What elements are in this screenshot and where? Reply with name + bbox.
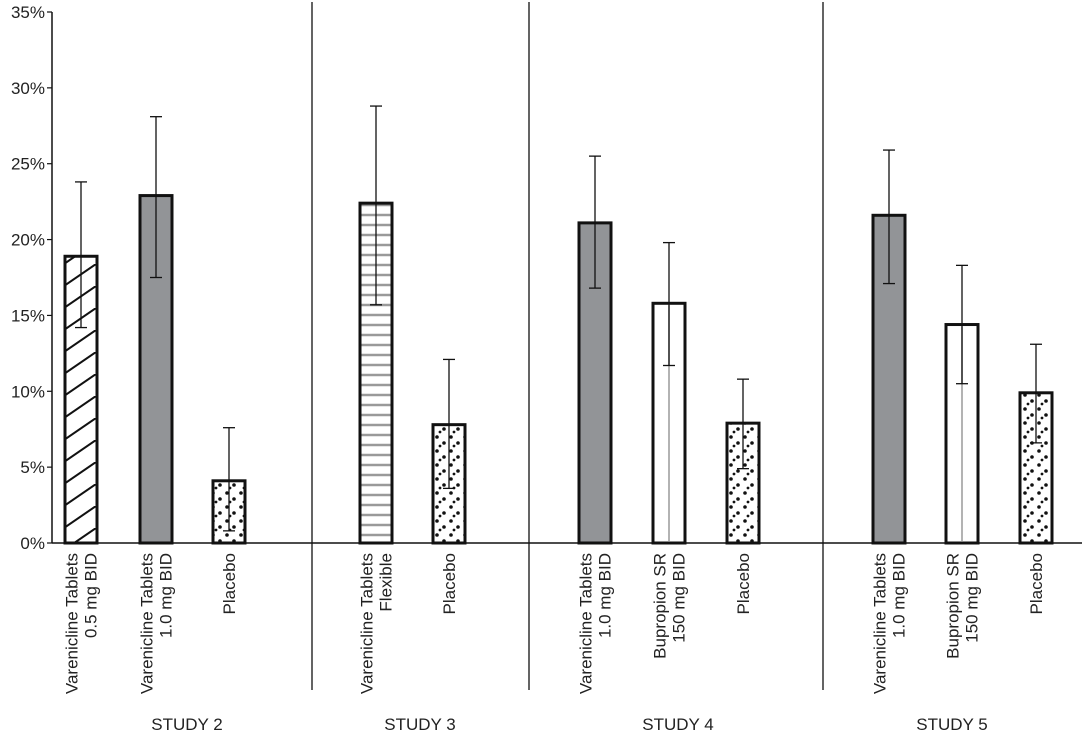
bar-label: Flexible [377, 553, 396, 612]
bar-label: Placebo [734, 553, 753, 614]
y-tick-label: 20% [11, 231, 45, 250]
bar-label: Varenicline Tablets [871, 553, 890, 694]
bar-label: Bupropion SR [944, 553, 963, 659]
bar-label: 0.5 mg BID [82, 553, 101, 638]
bar-label: Placebo [220, 553, 239, 614]
bar-label: Varenicline Tablets [63, 553, 82, 694]
bar-label: 150 mg BID [670, 553, 689, 643]
bar-label: 150 mg BID [963, 553, 982, 643]
bar-label: Bupropion SR [651, 553, 670, 659]
bar-label: 1.0 mg BID [890, 553, 909, 638]
group-label: STUDY 5 [916, 715, 988, 734]
bar-label: 1.0 mg BID [157, 553, 176, 638]
y-tick-label: 0% [20, 534, 45, 553]
bar-label: Placebo [1027, 553, 1046, 614]
bar [63, 254, 99, 545]
group-label: STUDY 2 [151, 715, 223, 734]
y-tick-label: 35% [11, 3, 45, 22]
group-label: STUDY 3 [384, 715, 456, 734]
y-tick-label: 15% [11, 306, 45, 325]
bar-label: 1.0 mg BID [596, 553, 615, 638]
group-label: STUDY 4 [642, 715, 714, 734]
bar-label: Varenicline Tablets [138, 553, 157, 694]
y-tick-label: 5% [20, 458, 45, 477]
y-tick-label: 25% [11, 155, 45, 174]
bar-label: Placebo [440, 553, 459, 614]
y-tick-label: 10% [11, 382, 45, 401]
bar-label: Varenicline Tablets [358, 553, 377, 694]
bar-label: Varenicline Tablets [577, 553, 596, 694]
y-tick-label: 30% [11, 79, 45, 98]
